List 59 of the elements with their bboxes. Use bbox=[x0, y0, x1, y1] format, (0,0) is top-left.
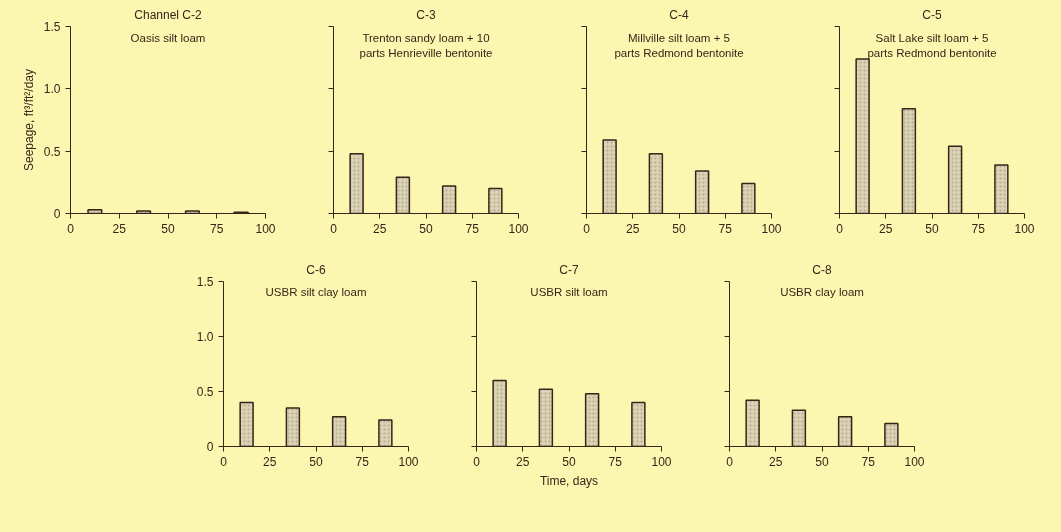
x-tick-label: 0 bbox=[330, 221, 338, 236]
chart-subtitle: USBR silt loam bbox=[530, 286, 608, 299]
x-tick-label: 0 bbox=[473, 454, 481, 469]
x-tick-label: 75 bbox=[465, 221, 480, 236]
x-tick-label: 25 bbox=[373, 221, 387, 236]
text: Salt Lake silt loam + 5 parts Redmond bentonite bbox=[867, 32, 997, 59]
x-tick-label: 75 bbox=[355, 454, 370, 469]
chart-title: Channel C-2 bbox=[134, 7, 203, 22]
x-tick-label: 50 bbox=[309, 454, 323, 469]
x-tick-label: 50 bbox=[925, 221, 939, 236]
x-tick-label: 75 bbox=[971, 221, 986, 236]
chart-title: C-5 bbox=[922, 7, 942, 22]
x-tick-label: 25 bbox=[112, 221, 127, 236]
x-tick-label: 75 bbox=[718, 221, 733, 236]
text: Oasis silt loam bbox=[130, 32, 206, 45]
chart-subtitle: USBR silt clay loam bbox=[265, 286, 367, 299]
x-tick-label: 25 bbox=[263, 454, 277, 469]
x-tick-label: 0 bbox=[836, 221, 844, 236]
x-tick-label: 25 bbox=[516, 454, 530, 469]
x-tick-label: 25 bbox=[879, 221, 893, 236]
x-tick-label: 75 bbox=[210, 221, 224, 236]
x-tick-label: 75 bbox=[861, 454, 876, 469]
y-tick-label: 1.0 bbox=[196, 330, 214, 344]
x-tick-label: 25 bbox=[626, 221, 640, 236]
chart-title: C-7 bbox=[559, 262, 579, 277]
y-axis-title: Seepage, ft³/ft²/day bbox=[21, 68, 36, 172]
x-tick-label: 50 bbox=[161, 221, 175, 236]
y-tick-label: 0 bbox=[53, 207, 61, 221]
x-tick-label: 50 bbox=[562, 454, 576, 469]
x-tick-label: 100 bbox=[398, 454, 419, 469]
x-tick-label: 25 bbox=[769, 454, 783, 469]
chart-subtitle: USBR clay loam bbox=[780, 286, 864, 299]
x-tick-label: 100 bbox=[508, 221, 529, 236]
chart-title: C-8 bbox=[812, 262, 832, 277]
chart-title: C-4 bbox=[669, 7, 689, 22]
x-axis-title: Time, days bbox=[539, 473, 599, 488]
y-tick-label: 1.5 bbox=[196, 275, 214, 289]
x-tick-label: 0 bbox=[220, 454, 228, 469]
x-tick-label: 100 bbox=[255, 221, 276, 236]
x-tick-label: 50 bbox=[419, 221, 433, 236]
x-tick-label: 50 bbox=[815, 454, 829, 469]
y-tick-label: 0.5 bbox=[196, 385, 214, 399]
x-tick-label: 75 bbox=[608, 454, 623, 469]
x-tick-label: 0 bbox=[583, 221, 591, 236]
y-tick-label: 1.0 bbox=[43, 82, 61, 97]
y-tick-label: 0.5 bbox=[43, 144, 61, 159]
text: Millville silt loam + 5 parts Redmond bentonite bbox=[614, 32, 744, 59]
chart-title: C-3 bbox=[416, 7, 436, 22]
text: Trenton sandy loam + 10 parts Henrieville bentonite bbox=[359, 32, 493, 59]
x-tick-label: 100 bbox=[761, 221, 782, 236]
x-tick-label: 100 bbox=[1014, 221, 1035, 236]
y-tick-label: 0 bbox=[206, 440, 214, 454]
y-tick-label: 1.5 bbox=[43, 20, 61, 34]
chart-title: C-6 bbox=[306, 262, 326, 277]
x-tick-label: 100 bbox=[651, 454, 672, 469]
x-tick-label: 100 bbox=[904, 454, 925, 469]
x-tick-label: 0 bbox=[726, 454, 734, 469]
x-tick-label: 50 bbox=[672, 221, 686, 236]
x-tick-label: 0 bbox=[67, 221, 75, 236]
